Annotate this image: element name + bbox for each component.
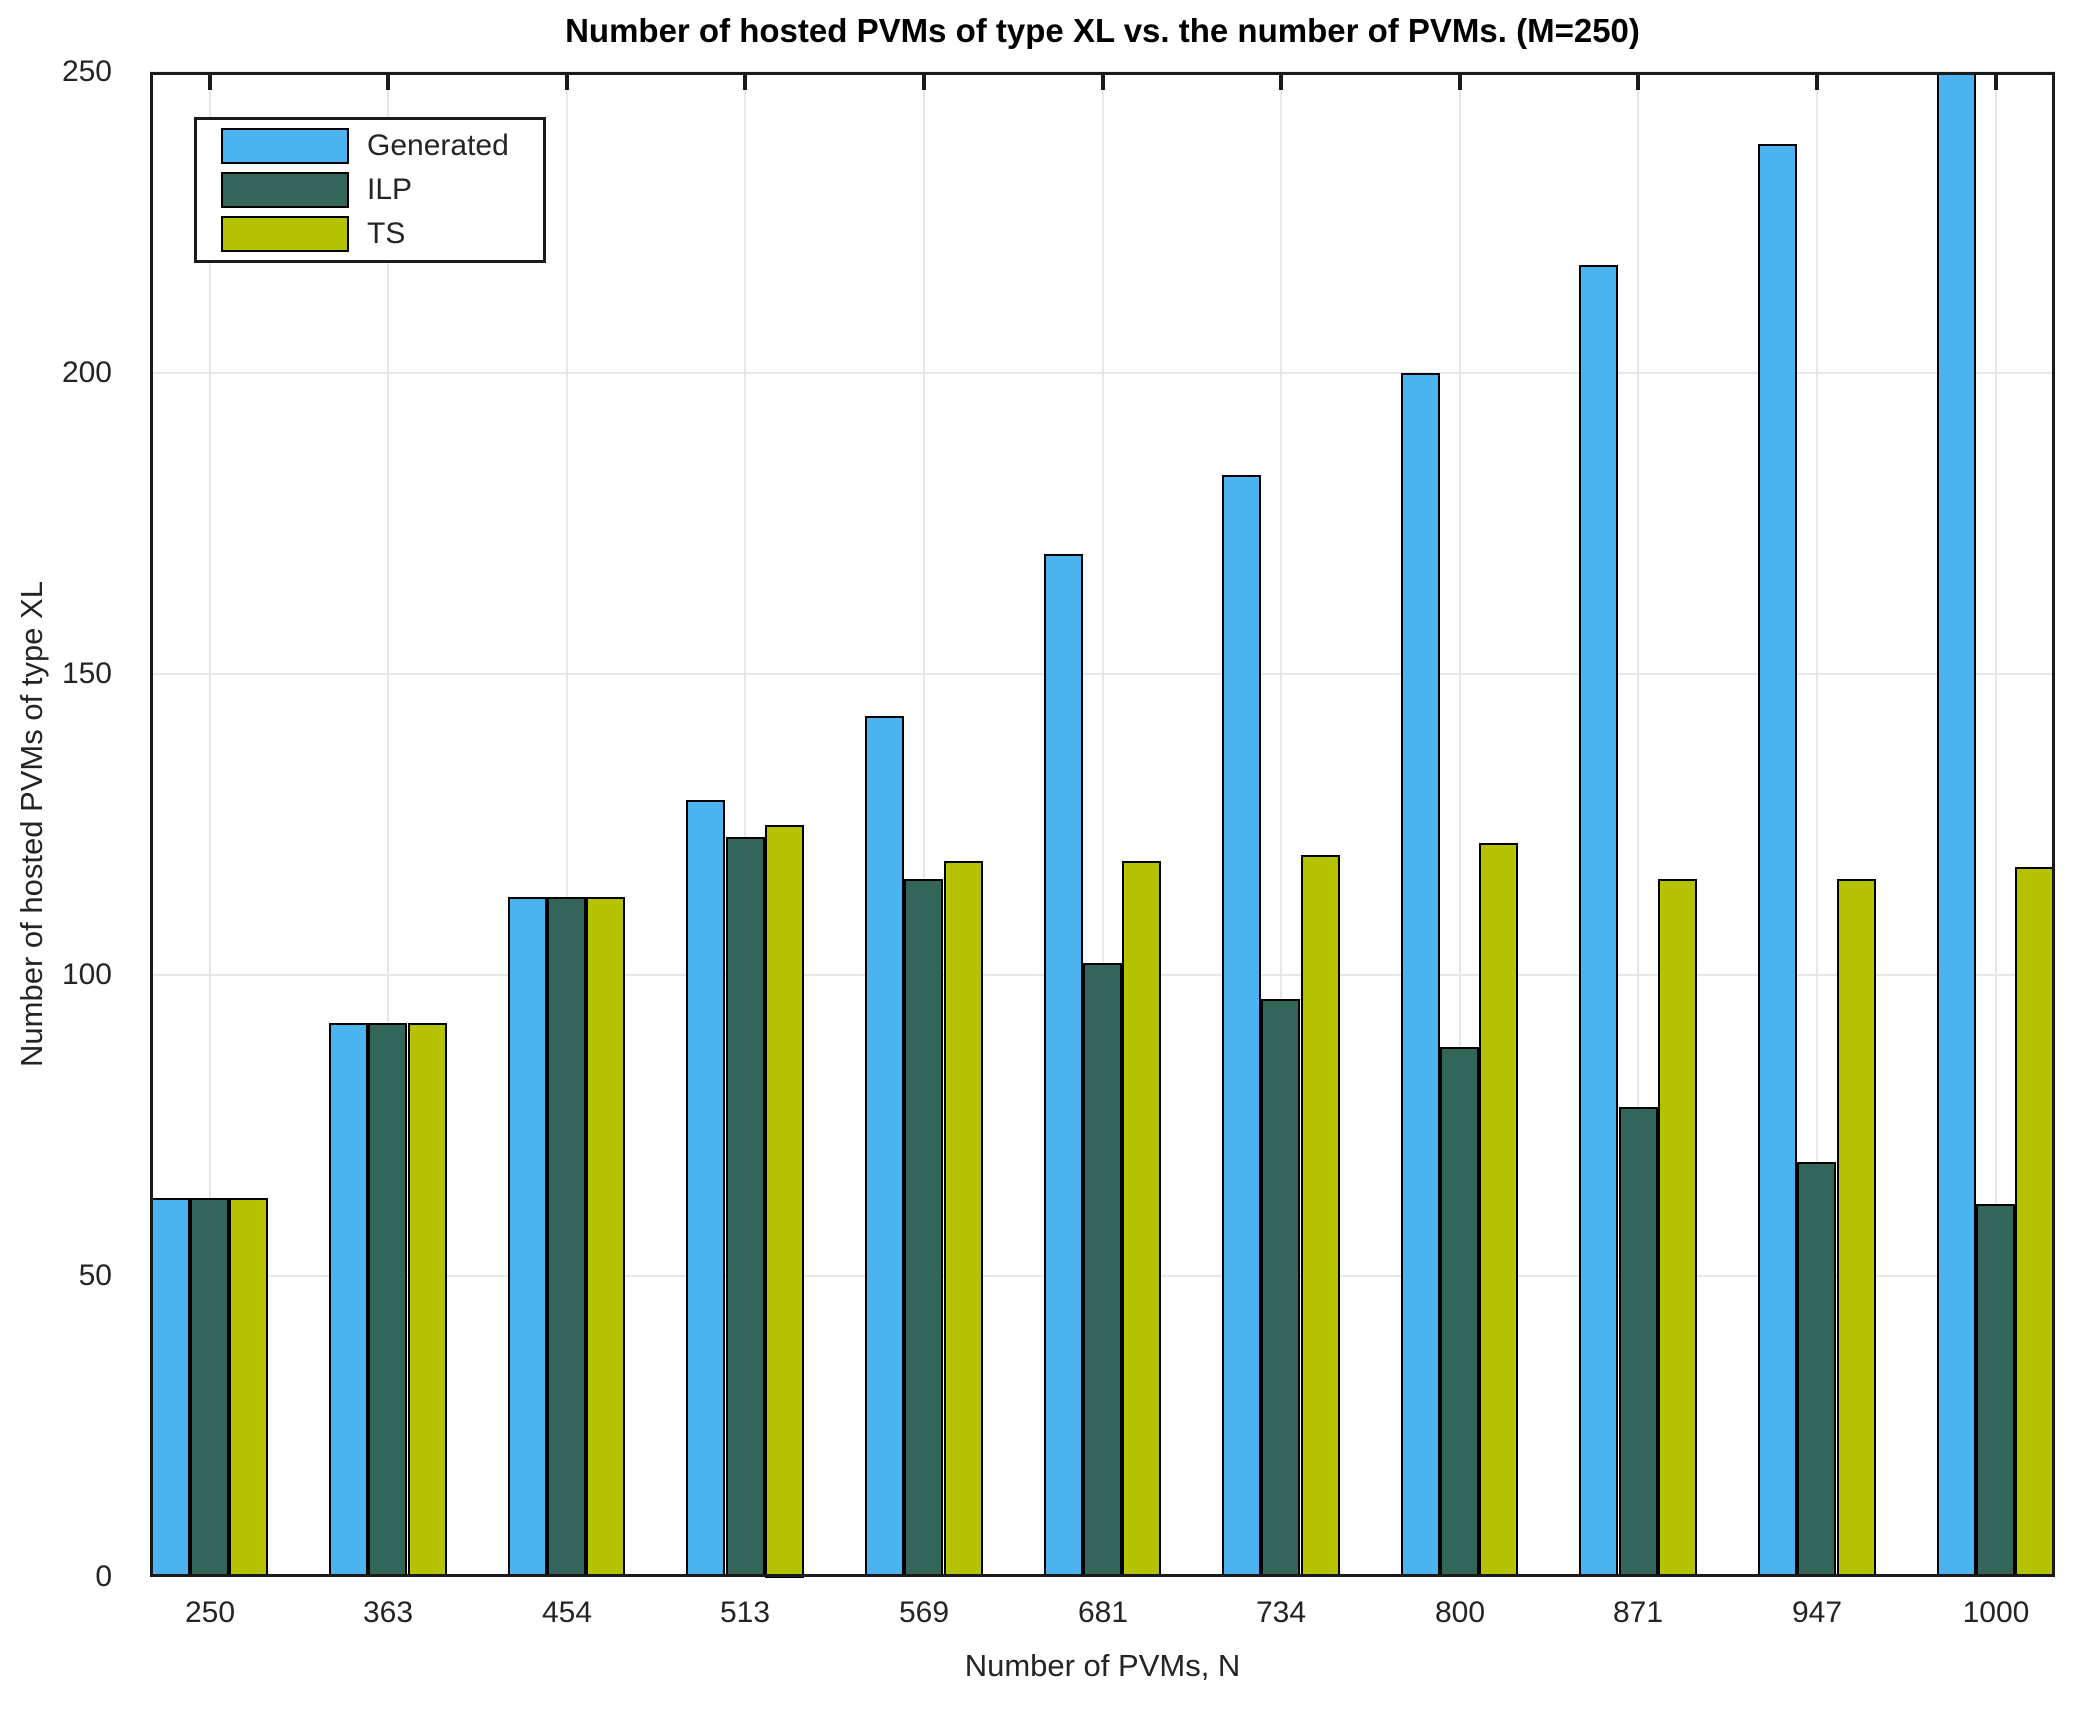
legend-swatch-ts: [221, 216, 349, 252]
v-gridline-250: [209, 72, 211, 1577]
bar-ts-871: [1658, 879, 1697, 1577]
v-gridline-1000: [1995, 72, 1997, 1577]
bar-ts-569: [944, 861, 983, 1577]
y-tick-label-0: 0: [95, 1560, 112, 1593]
v-gridline-734: [1280, 72, 1282, 1577]
bar-generated-871: [1579, 265, 1618, 1577]
v-gridline-363: [387, 72, 389, 1577]
x-tick-label-363: 363: [362, 1596, 414, 1629]
bar-generated-363: [329, 1023, 368, 1577]
y-tick-label-150: 150: [61, 657, 112, 690]
bar-ilp-1000: [1976, 1204, 2015, 1577]
top-tick-363: [386, 72, 390, 90]
bar-ilp-800: [1440, 1047, 1479, 1577]
bar-ts-250: [229, 1198, 268, 1577]
y-tick-label-100: 100: [61, 958, 112, 991]
v-gridline-947: [1816, 72, 1818, 1577]
bar-ts-454: [586, 897, 625, 1577]
x-tick-label-734: 734: [1255, 1596, 1307, 1629]
bar-generated-513: [686, 800, 725, 1577]
bar-generated-947: [1758, 144, 1797, 1577]
bar-ts-800: [1479, 843, 1518, 1577]
bar-generated-734: [1222, 475, 1261, 1577]
bar-ts-1000: [2015, 867, 2054, 1577]
y-tick-label-50: 50: [78, 1259, 112, 1292]
top-tick-681: [1101, 72, 1105, 90]
v-gridline-681: [1102, 72, 1104, 1577]
x-tick-label-871: 871: [1612, 1596, 1664, 1629]
bar-ilp-569: [904, 879, 943, 1577]
legend-label-ts: TS: [367, 217, 406, 250]
v-gridline-871: [1637, 72, 1639, 1577]
plot-area: [150, 71, 2055, 1578]
v-gridline-513: [744, 72, 746, 1577]
bar-generated-454: [508, 897, 547, 1577]
legend-item-generated: Generated: [197, 128, 543, 164]
top-tick-454: [565, 72, 569, 90]
x-tick-label-800: 800: [1434, 1596, 1486, 1629]
x-tick-label-513: 513: [719, 1596, 771, 1629]
legend-label-ilp: ILP: [367, 173, 413, 206]
bar-ilp-681: [1083, 963, 1122, 1577]
bar-generated-1000: [1937, 72, 1976, 1577]
bar-generated-569: [865, 716, 904, 1577]
x-tick-label-250: 250: [184, 1596, 236, 1629]
bar-ilp-513: [726, 837, 765, 1577]
v-gridline-454: [566, 72, 568, 1577]
bar-ilp-734: [1261, 999, 1300, 1577]
y-tick-label-250: 250: [61, 55, 112, 88]
bar-ts-734: [1301, 855, 1340, 1577]
top-tick-513: [743, 72, 747, 90]
v-gridline-800: [1459, 72, 1461, 1577]
x-tick-label-569: 569: [898, 1596, 950, 1629]
legend-item-ilp: ILP: [197, 172, 543, 208]
bar-generated-800: [1401, 373, 1440, 1577]
legend: Generated ILP TS: [194, 117, 546, 263]
bar-ilp-947: [1797, 1162, 1836, 1577]
x-tick-label-681: 681: [1077, 1596, 1129, 1629]
bar-ilp-871: [1619, 1107, 1658, 1577]
bar-ts-947: [1837, 879, 1876, 1577]
legend-item-ts: TS: [197, 216, 543, 252]
bar-ts-681: [1122, 861, 1161, 1577]
top-tick-734: [1279, 72, 1283, 90]
bar-generated-681: [1044, 554, 1083, 1577]
top-tick-569: [922, 72, 926, 90]
v-gridline-569: [923, 72, 925, 1577]
x-tick-label-454: 454: [541, 1596, 593, 1629]
legend-label-generated: Generated: [367, 129, 509, 162]
x-axis-label: Number of PVMs, N: [964, 1648, 1241, 1683]
bar-ilp-454: [547, 897, 586, 1577]
top-tick-947: [1815, 72, 1819, 90]
bar-ilp-363: [368, 1023, 407, 1577]
bar-generated-250: [151, 1198, 190, 1577]
x-tick-label-947: 947: [1791, 1596, 1843, 1629]
bar-ilp-250: [190, 1198, 229, 1577]
chart-title: Number of hosted PVMs of type XL vs. the…: [565, 12, 1640, 49]
legend-swatch-ilp: [221, 172, 349, 208]
top-tick-800: [1458, 72, 1462, 90]
legend-swatch-generated: [221, 128, 349, 164]
top-tick-871: [1636, 72, 1640, 90]
top-tick-1000: [1994, 72, 1998, 90]
x-tick-label-1000: 1000: [1962, 1596, 2030, 1629]
y-tick-label-200: 200: [61, 356, 112, 389]
bar-ts-363: [408, 1023, 447, 1577]
bar-ts-513: [765, 825, 804, 1578]
top-tick-250: [208, 72, 212, 90]
